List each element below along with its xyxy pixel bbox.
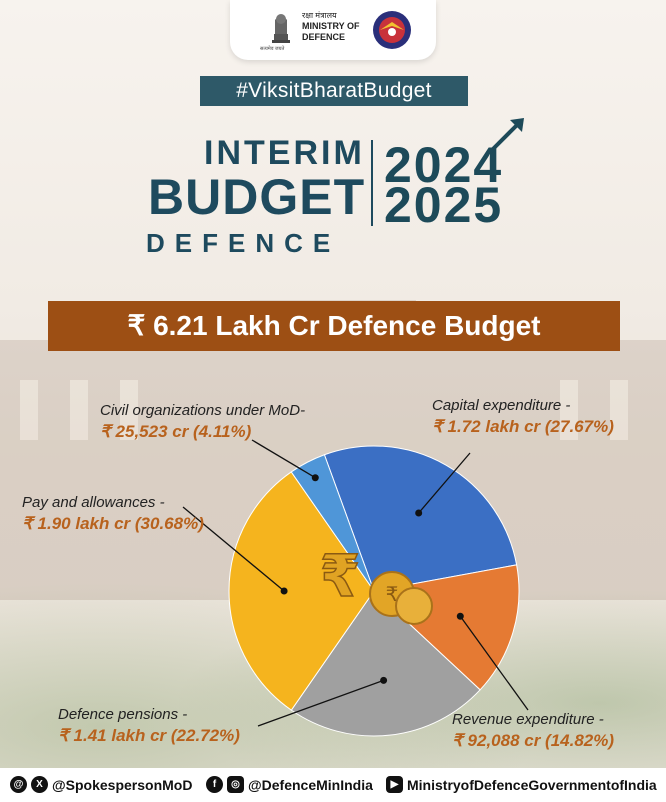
youtube-handle[interactable]: MinistryofDefenceGovernmentofIndia [407, 776, 657, 793]
youtube-icon[interactable]: ▶ [386, 776, 403, 793]
label-capital: Capital expenditure - [432, 397, 571, 414]
label-civil: Civil organizations under MoD- [100, 402, 306, 419]
leader-line [251, 439, 316, 479]
growth-arrow-icon [488, 118, 524, 154]
rupee-coins-icon: ₹ ₹ [319, 541, 433, 625]
pie-slices [228, 445, 520, 737]
leader-line [257, 679, 384, 727]
title-defence: DEFENCE [146, 228, 341, 258]
value-civil: ₹ 25,523 cr (4.11%) [100, 422, 252, 441]
ministry-logo-box: रक्षा मंत्रालय MINISTRY OF DEFENCE सत्यम… [230, 0, 436, 60]
slice-pensions [290, 590, 481, 737]
ministry-hindi: रक्षा मंत्रालय [302, 11, 337, 20]
ministry-line1: MINISTRY OF [302, 21, 360, 31]
title-interim: INTERIM [204, 134, 365, 172]
slice-civil [290, 454, 375, 592]
hashtag-banner: #ViksitBharatBudget [200, 76, 468, 106]
value-pay: ₹ 1.90 lakh cr (30.68%) [22, 514, 204, 533]
value-revenue: ₹ 92,088 cr (14.82%) [452, 731, 615, 750]
national-emblem-icon [272, 14, 290, 43]
title-divider [371, 140, 373, 226]
twitter-handle[interactable]: @SpokespersonMoD [52, 776, 193, 793]
leader-dot [456, 612, 464, 620]
x-icon[interactable]: X [31, 776, 48, 793]
facebook-icon[interactable]: f [206, 776, 223, 793]
leader-dot [311, 474, 319, 482]
leader-dot [280, 587, 288, 595]
year-end: 2025 [384, 177, 504, 233]
leader-lines [182, 439, 529, 727]
leader-line [418, 452, 471, 514]
label-pay: Pay and allowances - [22, 494, 165, 511]
svg-text:₹: ₹ [320, 542, 360, 610]
title-budget: BUDGET [148, 169, 366, 225]
instagram-icon[interactable]: ◎ [227, 776, 244, 793]
defence-budget-pie-chart: ₹ ₹ [182, 439, 529, 737]
value-pensions: ₹ 1.41 lakh cr (22.72%) [58, 726, 240, 745]
twitter-handle-group[interactable]: @ X @SpokespersonMoD [10, 776, 192, 793]
facebook-instagram-handle[interactable]: @DefenceMinIndia [248, 776, 373, 793]
label-revenue: Revenue expenditure - [452, 711, 604, 728]
facebook-instagram-group[interactable]: f ◎ @DefenceMinIndia [206, 776, 373, 793]
youtube-group[interactable]: ▶ MinistryofDefenceGovernmentofIndia [386, 776, 657, 793]
leader-line [459, 615, 529, 711]
ministry-name: रक्षा मंत्रालय MINISTRY OF DEFENCE [302, 10, 360, 43]
emblem-caption: सत्यमेव जयते [260, 46, 285, 52]
ministry-line2: DEFENCE [302, 32, 346, 42]
leader-dot [380, 676, 388, 684]
label-pensions: Defence pensions - [58, 706, 188, 723]
slice-capital [323, 445, 518, 592]
social-footer: @ X @SpokespersonMoD f ◎ @DefenceMinIndi… [0, 768, 666, 802]
slice-pay [228, 471, 375, 711]
total-budget-banner: ₹ 6.21 Lakh Cr Defence Budget [48, 301, 620, 351]
dept-logo-icon [373, 11, 411, 49]
leader-dot [415, 509, 423, 517]
leader-line [182, 506, 285, 592]
value-capital: ₹ 1.72 lakh cr (27.67%) [432, 417, 614, 436]
threads-icon[interactable]: @ [10, 776, 27, 793]
svg-text:₹: ₹ [386, 582, 399, 606]
year-start: 2024 [384, 137, 504, 193]
